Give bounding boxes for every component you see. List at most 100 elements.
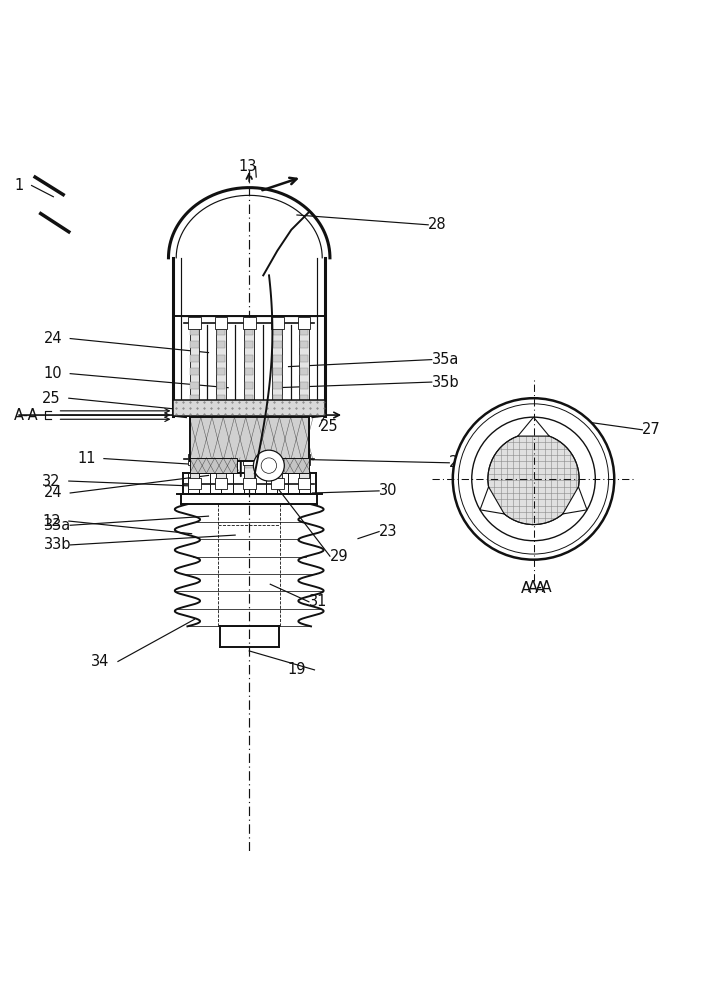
Bar (216, 324, 226, 459)
Bar (245, 422, 253, 429)
Bar (190, 328, 199, 335)
Bar (215, 478, 227, 489)
Bar (217, 328, 225, 335)
Bar (245, 355, 253, 362)
Bar (190, 324, 199, 459)
Bar (190, 341, 199, 348)
Bar (300, 328, 308, 335)
Bar (217, 341, 225, 348)
Bar (217, 449, 225, 456)
Bar (300, 341, 308, 348)
Text: 33a: 33a (44, 518, 71, 533)
Bar (271, 454, 284, 465)
Text: 28: 28 (428, 217, 447, 232)
Bar (271, 478, 284, 489)
Bar (300, 409, 308, 416)
Bar (273, 421, 282, 428)
Bar (217, 368, 225, 375)
Text: 24: 24 (44, 485, 62, 500)
Bar (217, 355, 225, 362)
Bar (273, 328, 282, 335)
Bar (273, 341, 282, 348)
Bar (272, 324, 282, 459)
Text: A-A: A-A (528, 580, 552, 595)
Bar (217, 461, 225, 468)
Bar (190, 395, 199, 402)
Polygon shape (480, 487, 504, 514)
Circle shape (261, 458, 277, 473)
Text: A-A: A-A (14, 408, 39, 423)
Bar (188, 454, 201, 465)
Circle shape (472, 417, 595, 541)
Bar (271, 317, 284, 329)
Text: 24: 24 (44, 331, 62, 346)
Bar (300, 395, 308, 402)
Bar (300, 461, 308, 468)
Bar (244, 324, 254, 459)
Bar (217, 421, 225, 428)
Bar (245, 341, 253, 348)
Bar (190, 458, 237, 473)
Bar (173, 400, 325, 416)
Text: 23: 23 (379, 524, 397, 539)
Bar (190, 355, 199, 362)
Text: 34: 34 (91, 654, 110, 669)
Text: 33b: 33b (44, 537, 71, 552)
Text: 10: 10 (44, 366, 62, 381)
Bar (245, 421, 253, 428)
Bar (217, 422, 225, 429)
Bar (277, 458, 309, 473)
Bar (190, 382, 199, 389)
Bar (273, 436, 282, 443)
Bar (273, 461, 282, 468)
Text: A-A: A-A (521, 581, 546, 596)
Text: 12: 12 (42, 514, 61, 529)
Polygon shape (518, 417, 549, 436)
Polygon shape (563, 487, 587, 514)
Bar (217, 382, 225, 389)
Bar (245, 382, 253, 389)
Bar (215, 317, 227, 329)
Bar (245, 409, 253, 416)
Text: 25: 25 (42, 391, 61, 406)
Bar (272, 405, 282, 484)
Bar (300, 436, 308, 443)
Bar (273, 449, 282, 456)
Bar (273, 395, 282, 402)
Bar (298, 317, 310, 329)
Bar (217, 409, 225, 416)
Text: 1: 1 (14, 178, 23, 193)
Bar (190, 421, 199, 428)
Text: 29: 29 (330, 549, 349, 564)
Bar (245, 328, 253, 335)
Bar (245, 436, 253, 443)
Bar (299, 324, 309, 459)
Bar (190, 405, 199, 484)
Bar (273, 355, 282, 362)
Circle shape (253, 450, 284, 481)
Bar (300, 421, 308, 428)
Bar (243, 454, 256, 465)
Bar (243, 478, 256, 489)
Bar (300, 382, 308, 389)
Bar (243, 317, 256, 329)
Bar (190, 461, 199, 468)
Text: 11: 11 (77, 451, 95, 466)
Bar (298, 478, 310, 489)
Text: 35b: 35b (432, 375, 459, 390)
Circle shape (458, 404, 609, 554)
Bar (190, 409, 199, 416)
Bar (190, 422, 199, 429)
Text: 31: 31 (309, 594, 327, 609)
Bar (300, 422, 308, 429)
Circle shape (488, 433, 579, 525)
Bar (190, 449, 199, 456)
Bar (217, 395, 225, 402)
Circle shape (453, 398, 614, 560)
Bar (245, 461, 253, 468)
Bar (190, 436, 199, 443)
Bar (190, 368, 199, 375)
Bar (217, 436, 225, 443)
Bar (244, 405, 254, 484)
Bar (215, 454, 227, 465)
